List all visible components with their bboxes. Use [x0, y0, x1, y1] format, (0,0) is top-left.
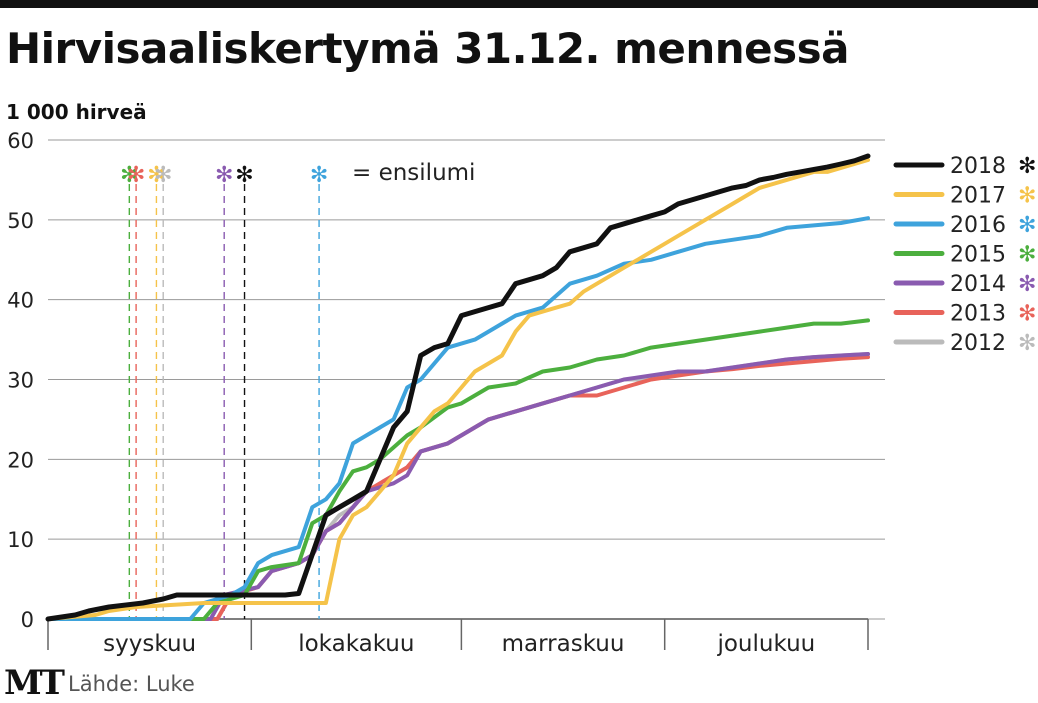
first-snow-icon-2014: ✻: [215, 163, 233, 188]
y-tick-label-20: 20: [7, 448, 34, 472]
legend-snow-icon-2012: ✻: [1018, 331, 1036, 356]
y-tick-label-30: 30: [7, 369, 34, 393]
month-label-lokakakuu: lokakakuu: [298, 631, 414, 657]
y-tick-label-60: 60: [7, 129, 34, 153]
legend-snow-icon-2013: ✻: [1018, 302, 1036, 327]
legend-label-2014: 2014: [950, 272, 1006, 297]
first-snow-icon-2015: ✻: [120, 163, 138, 188]
series-line-2017: [46, 158, 870, 621]
source-label: Lähde: Luke: [68, 672, 195, 696]
month-label-marraskuu: marraskuu: [502, 631, 625, 657]
first-snow-icon-2012: ✻: [154, 163, 172, 188]
legend-snow-icon-2016: ✻: [1018, 213, 1036, 238]
series-line-2018: [45, 153, 871, 622]
y-tick-label-40: 40: [7, 289, 34, 313]
first-snow-icon-2016: ✻: [310, 163, 328, 188]
legend-snow-icon-2014: ✻: [1018, 272, 1036, 297]
month-label-joulukuu: joulukuu: [716, 631, 815, 657]
series-line-2013: [46, 355, 870, 621]
y-unit-label: 1 000 hirveä: [6, 100, 147, 124]
series-line-2016: [46, 216, 870, 621]
y-tick-label-50: 50: [7, 209, 34, 233]
legend-label-2012: 2012: [950, 331, 1006, 356]
legend-snow-icon-2018: ✻: [1018, 154, 1036, 179]
legend-label-2018: 2018: [950, 154, 1006, 179]
first-snow-icon-2018: ✻: [235, 163, 253, 188]
legend-label-2013: 2013: [950, 302, 1006, 327]
y-tick-label-0: 0: [21, 608, 34, 632]
month-label-syyskuu: syyskuu: [103, 631, 196, 657]
legend-snow-icon-2017: ✻: [1018, 184, 1036, 209]
series-line-2015: [46, 318, 870, 621]
legend-label-2017: 2017: [950, 184, 1006, 209]
y-tick-label-10: 10: [7, 528, 34, 552]
top-rule: [0, 0, 1038, 8]
first-snow-icon-2013: ✻: [127, 163, 145, 188]
chart-title: Hirvisaaliskertymä 31.12. mennessä: [6, 24, 850, 73]
legend-snow-icon-2015: ✻: [1018, 243, 1036, 268]
publisher-logo: MT: [4, 663, 65, 703]
legend-label-2015: 2015: [950, 243, 1006, 268]
legend-label-2016: 2016: [950, 213, 1006, 238]
first-snow-icon-2017: ✻: [147, 163, 165, 188]
snow-legend-label: = ensilumi: [352, 160, 475, 186]
